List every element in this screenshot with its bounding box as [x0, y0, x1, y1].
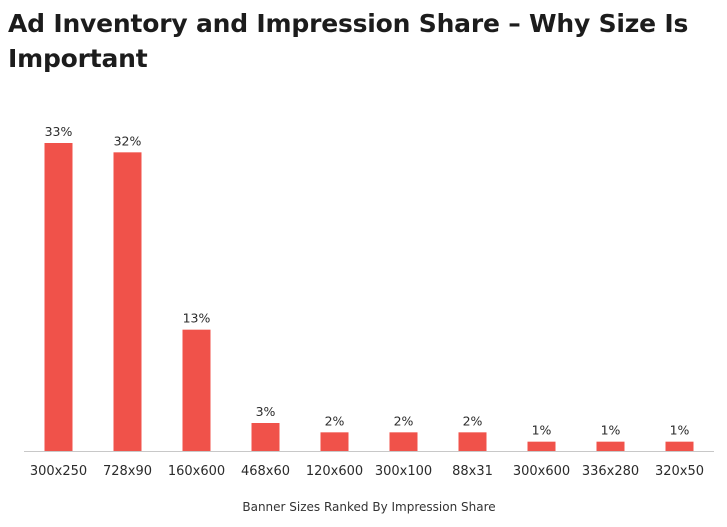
value-labels-group: 33% 32% 13% 3% 2% 2% 2% 1% 1% 1% — [45, 124, 690, 438]
x-tick-label-728x90: 728x90 — [103, 464, 152, 479]
x-tick-label-320x50: 320x50 — [655, 464, 704, 479]
x-tick-label-300x100: 300x100 — [375, 464, 432, 479]
bar-120x600 — [320, 432, 349, 451]
x-tick-label-300x600: 300x600 — [513, 464, 570, 479]
value-label-300x600: 1% — [532, 423, 552, 438]
x-tick-label-468x60: 468x60 — [241, 464, 290, 479]
value-label-88x31: 2% — [463, 413, 483, 428]
bar-300x600 — [527, 441, 556, 451]
value-label-160x600: 13% — [183, 311, 211, 326]
bar-160x600 — [182, 329, 211, 451]
x-tick-label-336x280: 336x280 — [582, 464, 639, 479]
value-label-300x250: 33% — [45, 124, 73, 139]
bar-320x50 — [665, 441, 694, 451]
value-label-300x100: 2% — [394, 413, 414, 428]
value-label-336x280: 1% — [601, 423, 621, 438]
x-tick-label-120x600: 120x600 — [306, 464, 363, 479]
bars-group — [44, 143, 694, 452]
value-label-120x600: 2% — [325, 413, 345, 428]
bar-468x60 — [251, 423, 280, 451]
value-label-320x50: 1% — [670, 423, 690, 438]
bar-300x250 — [44, 143, 73, 451]
value-label-468x60: 3% — [256, 404, 276, 419]
bar-336x280 — [596, 441, 625, 451]
x-axis-title: Banner Sizes Ranked By Impression Share — [242, 500, 495, 514]
bar-300x100 — [389, 432, 418, 451]
x-tick-label-88x31: 88x31 — [452, 464, 493, 479]
x-tick-label-160x600: 160x600 — [168, 464, 225, 479]
value-label-728x90: 32% — [114, 133, 142, 148]
bar-728x90 — [113, 152, 142, 452]
page-title: Ad Inventory and Impression Share – Why … — [8, 9, 689, 73]
x-tick-label-300x250: 300x250 — [30, 464, 87, 479]
bar-88x31 — [458, 432, 487, 451]
x-tick-labels-group: 300x250 728x90 160x600 468x60 120x600 300x100… — [30, 464, 704, 479]
